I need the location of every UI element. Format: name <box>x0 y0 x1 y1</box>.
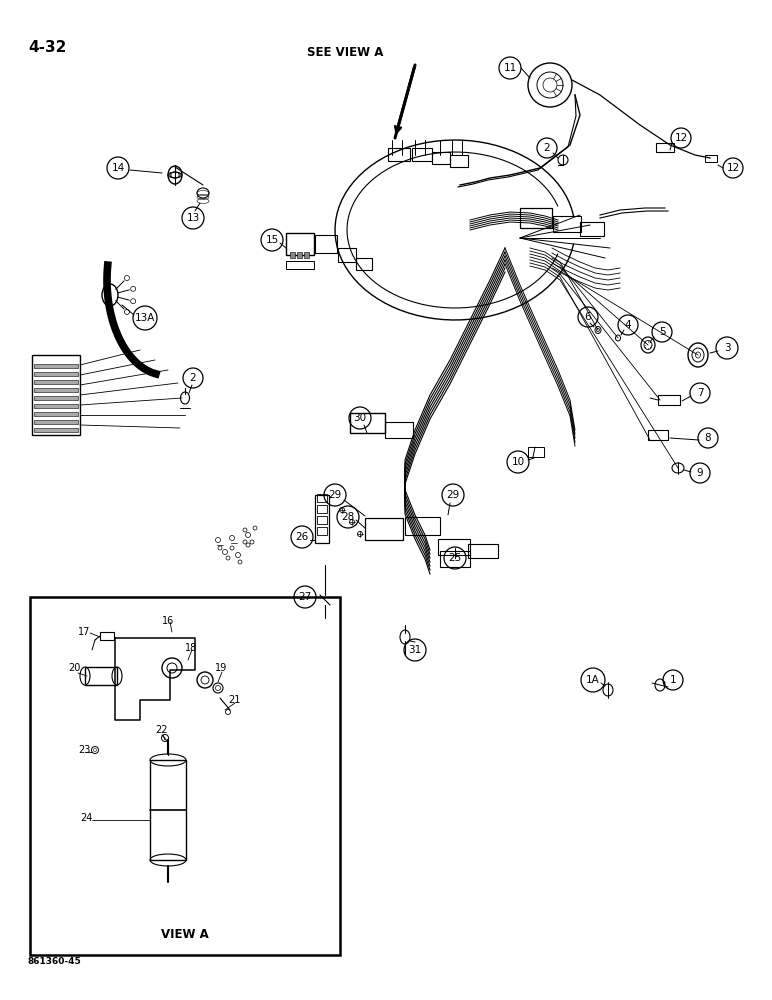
Text: 29: 29 <box>328 490 342 500</box>
Bar <box>648 430 668 440</box>
Text: 24: 24 <box>80 813 93 823</box>
Text: VIEW A: VIEW A <box>161 928 209 942</box>
Text: 2: 2 <box>543 143 550 153</box>
Text: 4-32: 4-32 <box>28 39 66 54</box>
Bar <box>450 155 468 167</box>
Text: 8: 8 <box>705 433 711 443</box>
Text: 1A: 1A <box>586 675 600 685</box>
Bar <box>405 517 440 535</box>
Text: 4: 4 <box>625 320 631 330</box>
Bar <box>656 143 674 152</box>
Text: 31: 31 <box>408 645 422 655</box>
Text: 17: 17 <box>78 627 90 637</box>
Text: 21: 21 <box>228 695 240 705</box>
Text: 12: 12 <box>726 163 740 173</box>
Bar <box>658 395 680 405</box>
Bar <box>350 413 385 433</box>
Bar <box>34 420 78 424</box>
Bar <box>100 632 114 640</box>
Text: 16: 16 <box>162 616 174 626</box>
Bar <box>315 235 337 253</box>
Text: 27: 27 <box>298 592 312 602</box>
Text: 26: 26 <box>296 532 309 542</box>
Bar <box>520 208 552 228</box>
Bar <box>440 551 470 567</box>
Bar <box>34 412 78 416</box>
Bar <box>705 155 717 162</box>
Bar <box>32 355 80 435</box>
Text: 30: 30 <box>354 413 367 423</box>
Bar <box>388 148 410 161</box>
Text: 861360-45: 861360-45 <box>28 958 82 966</box>
Bar <box>528 447 544 457</box>
Bar <box>30 597 340 955</box>
Bar <box>286 261 314 269</box>
Bar <box>286 233 314 255</box>
Bar <box>412 148 432 161</box>
Bar <box>34 380 78 384</box>
Text: 13A: 13A <box>135 313 155 323</box>
Text: 15: 15 <box>266 235 279 245</box>
Bar <box>317 516 327 524</box>
Bar <box>85 667 117 685</box>
Text: 7: 7 <box>696 388 703 398</box>
Bar <box>553 216 581 232</box>
Bar <box>290 252 295 258</box>
Bar <box>356 258 372 270</box>
Text: 3: 3 <box>723 343 730 353</box>
Text: 28: 28 <box>341 512 354 522</box>
Bar <box>34 364 78 368</box>
Bar <box>338 248 356 262</box>
Text: 13: 13 <box>186 213 200 223</box>
Bar <box>297 252 302 258</box>
Text: 1: 1 <box>669 675 676 685</box>
Text: 29: 29 <box>446 490 459 500</box>
Text: 14: 14 <box>111 163 124 173</box>
Bar <box>34 396 78 400</box>
Bar <box>438 539 470 555</box>
Bar <box>385 422 413 438</box>
Bar <box>365 518 403 540</box>
Text: 12: 12 <box>675 133 688 143</box>
Text: 20: 20 <box>68 663 80 673</box>
Text: 25: 25 <box>449 553 462 563</box>
Text: 6: 6 <box>584 312 591 322</box>
Text: 11: 11 <box>503 63 516 73</box>
Text: 18: 18 <box>185 643 198 653</box>
Text: SEE VIEW A: SEE VIEW A <box>307 46 384 60</box>
Bar <box>317 505 327 513</box>
Text: 9: 9 <box>696 468 703 478</box>
Bar <box>34 404 78 408</box>
Text: 23: 23 <box>78 745 90 755</box>
Bar <box>315 495 329 543</box>
Bar <box>580 222 604 236</box>
Bar <box>317 527 327 535</box>
Text: 19: 19 <box>215 663 227 673</box>
Bar <box>34 372 78 376</box>
Text: 22: 22 <box>155 725 168 735</box>
Bar <box>317 494 327 502</box>
Bar <box>34 428 78 432</box>
Bar <box>468 544 498 558</box>
Bar <box>34 388 78 392</box>
Text: 2: 2 <box>190 373 196 383</box>
Bar <box>432 152 450 164</box>
Bar <box>150 760 186 860</box>
Text: 10: 10 <box>511 457 524 467</box>
Text: 5: 5 <box>659 327 665 337</box>
Bar <box>304 252 309 258</box>
